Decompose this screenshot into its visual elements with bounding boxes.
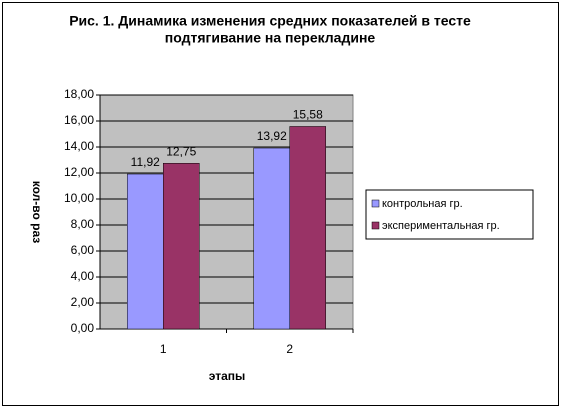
legend-label: контрольная гр. — [382, 198, 463, 210]
bar — [127, 173, 164, 330]
y-axis-title: кол-во раз — [30, 181, 44, 244]
y-tick-label: 16,00 — [64, 113, 94, 127]
y-tick-label: 14,00 — [64, 139, 94, 153]
y-tick-label: 10,00 — [64, 191, 94, 205]
y-tick-label: 2,00 — [71, 295, 95, 309]
chart-title: подтягивание на перекладине — [165, 30, 376, 46]
bar — [253, 147, 290, 330]
x-tick-label: 2 — [286, 342, 293, 356]
legend-box — [365, 189, 534, 240]
value-label: 12,75 — [166, 144, 196, 158]
y-tick-label: 6,00 — [71, 243, 95, 257]
x-axis-title: этапы — [209, 369, 246, 383]
legend-swatch — [371, 221, 380, 230]
value-label: 15,58 — [293, 108, 323, 122]
legend-swatch — [371, 199, 380, 208]
chart-title: Рис. 1. Динамика изменения средних показ… — [69, 13, 471, 29]
y-tick-label: 12,00 — [64, 165, 94, 179]
bar — [289, 126, 326, 330]
x-tick-label: 1 — [160, 342, 167, 356]
y-tick-label: 18,00 — [64, 87, 94, 101]
legend-label: экспериментальная гр. — [382, 220, 500, 232]
value-label: 11,92 — [131, 155, 160, 169]
bar — [163, 163, 200, 330]
y-tick-label: 8,00 — [71, 217, 95, 231]
y-tick-label: 4,00 — [71, 269, 95, 283]
value-label: 13,92 — [257, 129, 287, 143]
y-tick-label: 0,00 — [71, 321, 95, 335]
